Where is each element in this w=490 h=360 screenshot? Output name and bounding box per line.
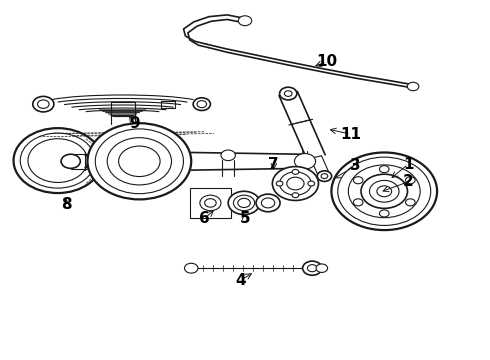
Circle shape <box>197 101 207 108</box>
Circle shape <box>272 167 318 201</box>
Circle shape <box>284 91 292 96</box>
Circle shape <box>28 139 88 183</box>
Circle shape <box>303 261 322 275</box>
Polygon shape <box>363 159 413 176</box>
Circle shape <box>348 165 420 218</box>
Circle shape <box>377 186 392 197</box>
Circle shape <box>280 87 297 100</box>
Circle shape <box>369 180 399 202</box>
Circle shape <box>228 191 260 215</box>
Circle shape <box>205 199 216 207</box>
Circle shape <box>88 123 191 199</box>
Circle shape <box>379 166 389 173</box>
Circle shape <box>221 150 235 161</box>
Circle shape <box>276 181 283 186</box>
Circle shape <box>193 98 210 111</box>
Circle shape <box>95 129 183 194</box>
Text: 5: 5 <box>240 211 250 226</box>
Circle shape <box>107 138 172 185</box>
Circle shape <box>185 263 198 273</box>
Circle shape <box>308 181 315 186</box>
Circle shape <box>406 199 415 206</box>
Text: 10: 10 <box>316 54 337 69</box>
Circle shape <box>14 128 102 193</box>
Circle shape <box>287 177 304 190</box>
Circle shape <box>407 82 419 91</box>
Circle shape <box>61 154 80 168</box>
Circle shape <box>256 194 280 212</box>
Circle shape <box>233 195 255 211</box>
Text: 11: 11 <box>340 127 361 141</box>
Circle shape <box>261 198 275 208</box>
Circle shape <box>33 96 54 112</box>
Circle shape <box>238 16 252 26</box>
Circle shape <box>353 177 363 184</box>
Circle shape <box>316 264 328 273</box>
Circle shape <box>294 153 316 169</box>
Bar <box>190 188 231 218</box>
Circle shape <box>321 174 328 179</box>
Text: 6: 6 <box>199 211 210 226</box>
Circle shape <box>331 153 437 230</box>
Circle shape <box>280 172 311 195</box>
Circle shape <box>292 193 299 198</box>
Text: 3: 3 <box>350 158 361 174</box>
Circle shape <box>292 170 299 174</box>
Circle shape <box>119 146 160 176</box>
Circle shape <box>361 174 408 208</box>
Circle shape <box>317 171 332 181</box>
Circle shape <box>20 133 95 188</box>
Circle shape <box>238 198 250 207</box>
Text: 2: 2 <box>403 174 414 189</box>
Text: 1: 1 <box>403 157 414 172</box>
Circle shape <box>38 100 49 108</box>
Circle shape <box>307 265 317 272</box>
Circle shape <box>338 157 431 225</box>
Text: 4: 4 <box>235 273 245 288</box>
Circle shape <box>379 210 389 217</box>
Circle shape <box>353 199 363 206</box>
Text: 7: 7 <box>269 157 279 172</box>
Circle shape <box>406 177 415 184</box>
Text: 8: 8 <box>61 197 72 212</box>
Text: 9: 9 <box>129 116 140 131</box>
Circle shape <box>200 195 221 211</box>
